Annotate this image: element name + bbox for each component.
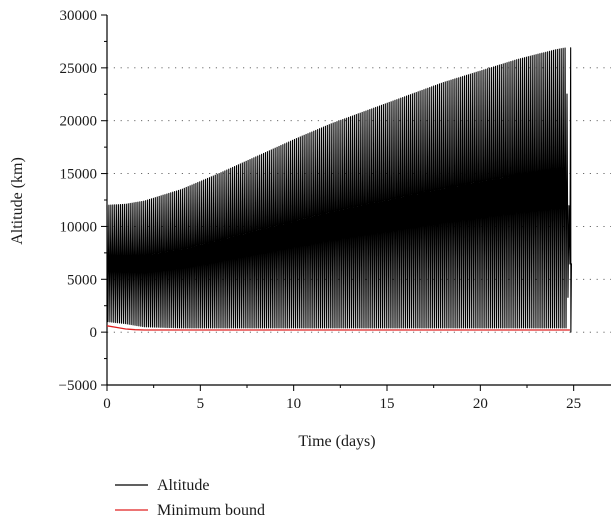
axes: [101, 14, 611, 391]
y-tick-label: 15000: [60, 167, 98, 183]
x-tick-label: 25: [566, 396, 581, 412]
series-line-altitude: [106, 47, 572, 333]
legend-label-altitude: Altitude: [157, 477, 209, 494]
x-tick-label: 15: [380, 396, 395, 412]
series-line-minimum-bound: [106, 325, 570, 331]
y-tick-label: 0: [90, 325, 98, 341]
x-tick-label: 0: [103, 396, 111, 412]
tick-labels: −5000 0 5000 10000 15000 20000 25000 30000 0 5 10 1…: [59, 8, 582, 412]
y-tick-label: 30000: [60, 8, 98, 24]
series-area: [106, 47, 572, 333]
y-tick-label: −5000: [59, 378, 97, 394]
y-tick-label: 25000: [60, 61, 98, 77]
y-tick-label: 5000: [67, 272, 97, 288]
x-tick-label: 10: [286, 396, 301, 412]
x-axis-title: Time (days): [298, 433, 375, 450]
x-tick-label: 5: [197, 396, 205, 412]
y-axis-title: Altitude (km): [9, 157, 26, 245]
legend-label-minimum-bound: Minimum bound: [157, 502, 265, 519]
y-tick-label: 10000: [60, 219, 98, 235]
y-tick-label: 20000: [60, 114, 98, 130]
legend: Altitude Minimum bound: [115, 477, 265, 519]
x-tick-label: 20: [473, 396, 488, 412]
